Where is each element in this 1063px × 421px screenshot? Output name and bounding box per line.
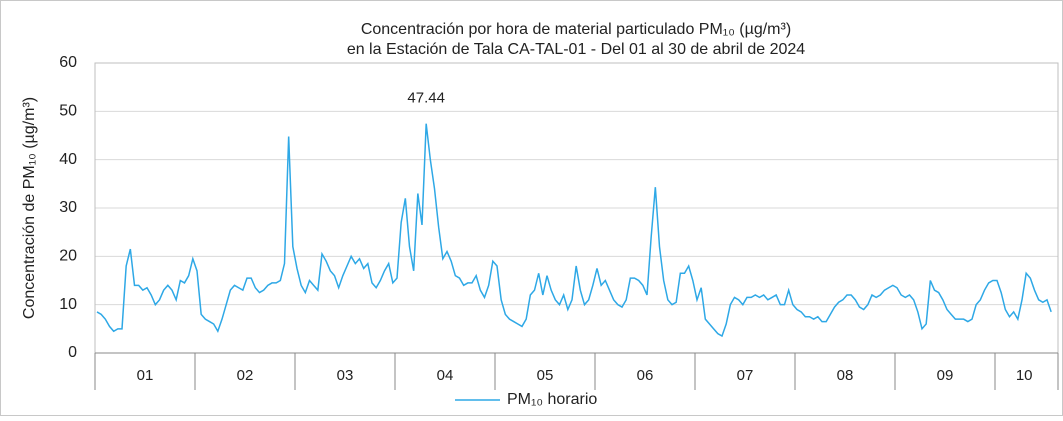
x-tick-label: 01	[137, 367, 154, 384]
legend-label: PM₁₀ horario	[507, 391, 597, 408]
y-tick-label: 40	[59, 151, 77, 168]
series-line	[96, 123, 1052, 338]
y-tick-label: 50	[59, 103, 77, 120]
peak-label: 47.44	[407, 90, 445, 107]
x-tick-label: 10	[1016, 367, 1033, 384]
chart-subtitle: en la Estación de Tala CA-TAL-01 - Del 0…	[347, 41, 805, 58]
y-tick-label: 0	[68, 344, 77, 361]
x-tick-label: 04	[437, 367, 454, 384]
x-tick-label: 06	[637, 367, 654, 384]
x-tick-label: 09	[937, 367, 954, 384]
x-tick-label: 07	[737, 367, 754, 384]
y-tick-label: 60	[59, 54, 77, 71]
y-tick-label: 20	[59, 248, 77, 265]
x-tick-label: 02	[237, 367, 254, 384]
y-tick-label: 10	[59, 296, 77, 313]
chart-title: Concentración por hora de material parti…	[361, 21, 791, 38]
y-axis-label: Concentración de PM₁₀ (µg/m³)	[21, 97, 38, 319]
x-tick-label: 05	[537, 367, 554, 384]
x-tick-label: 08	[837, 367, 854, 384]
y-tick-label: 30	[59, 199, 77, 216]
x-tick-label: 03	[337, 367, 354, 384]
